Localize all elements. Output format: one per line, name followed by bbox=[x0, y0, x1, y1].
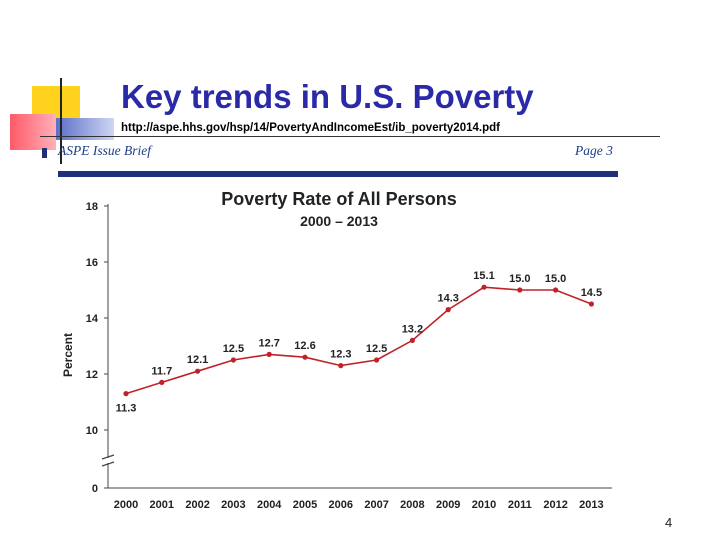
x-tick-label: 2008 bbox=[400, 499, 424, 511]
x-ticks: 2000 2001 2002 2003 2004 2005 2006 2007 2008 2009… bbox=[114, 499, 604, 511]
data-label: 11.3 bbox=[116, 403, 137, 415]
x-tick-label: 2003 bbox=[221, 499, 245, 511]
data-point bbox=[481, 284, 487, 290]
data-label: 12.1 bbox=[187, 354, 208, 366]
document-header-right: Page 3 bbox=[575, 143, 613, 158]
x-tick-label: 2012 bbox=[543, 499, 567, 511]
x-tick-label: 2004 bbox=[257, 499, 282, 511]
data-label: 12.5 bbox=[366, 343, 387, 355]
decor-vertical-line bbox=[60, 78, 62, 164]
data-point bbox=[195, 368, 201, 374]
data-point bbox=[266, 351, 272, 357]
y-ticks: 0 10 12 14 16 18 bbox=[86, 201, 108, 495]
y-tick-label: 14 bbox=[86, 313, 99, 325]
y-tick-label: 0 bbox=[92, 483, 98, 495]
x-tick-label: 2001 bbox=[150, 499, 174, 511]
data-point bbox=[302, 354, 308, 360]
decor-small-block bbox=[42, 148, 47, 158]
data-point bbox=[517, 287, 523, 293]
data-label: 15.0 bbox=[509, 273, 530, 285]
x-tick-label: 2009 bbox=[436, 499, 460, 511]
decor-blue-square bbox=[56, 118, 114, 140]
document-header-left: ASPE Issue Brief bbox=[58, 143, 151, 158]
axis-break-mark bbox=[101, 461, 115, 467]
axis-break-mark bbox=[101, 454, 115, 460]
data-point bbox=[374, 357, 380, 363]
data-point bbox=[159, 379, 165, 385]
data-label: 15.0 bbox=[545, 273, 566, 285]
source-url[interactable]: http://aspe.hhs.gov/hsp/14/PovertyAndInc… bbox=[121, 122, 500, 134]
data-label: 12.7 bbox=[258, 337, 279, 349]
data-label: 14.3 bbox=[437, 293, 458, 305]
decor-horizontal-line bbox=[40, 136, 660, 137]
x-tick-label: 2011 bbox=[508, 499, 532, 511]
data-point bbox=[588, 301, 595, 307]
data-label: 11.7 bbox=[151, 365, 172, 377]
document-header-rule bbox=[58, 171, 618, 177]
x-tick-label: 2000 bbox=[114, 499, 138, 511]
y-tick-label: 12 bbox=[86, 369, 98, 381]
x-tick-label: 2002 bbox=[185, 499, 209, 511]
chart-title: Poverty Rate of All Persons bbox=[221, 189, 456, 209]
decor-pink-square bbox=[10, 114, 56, 150]
data-points bbox=[123, 284, 595, 397]
data-label: 12.6 bbox=[294, 340, 315, 352]
y-tick-label: 10 bbox=[86, 425, 98, 437]
data-point bbox=[123, 391, 129, 397]
y-tick-label: 16 bbox=[86, 257, 98, 269]
x-tick-label: 2006 bbox=[329, 499, 353, 511]
data-label: 15.1 bbox=[473, 270, 494, 282]
chart-subtitle: 2000 – 2013 bbox=[300, 213, 378, 229]
data-point bbox=[409, 337, 415, 343]
data-labels: 11.3 11.7 12.1 12.5 12.7 12.6 12.3 12.5 13.2 14.3… bbox=[116, 270, 603, 414]
data-label: 12.5 bbox=[223, 343, 244, 355]
data-point bbox=[445, 307, 451, 313]
series-line bbox=[125, 286, 592, 395]
x-tick-label: 2005 bbox=[293, 499, 317, 511]
slide-number: 4 bbox=[665, 515, 673, 530]
data-label: 13.2 bbox=[402, 323, 423, 335]
y-axis-label: Percent bbox=[61, 333, 75, 377]
data-point bbox=[338, 363, 344, 369]
slide-title: Key trends in U.S. Poverty bbox=[121, 78, 534, 115]
chart-axes bbox=[101, 204, 612, 489]
data-point bbox=[230, 357, 236, 363]
x-tick-label: 2013 bbox=[579, 499, 603, 511]
data-label: 14.5 bbox=[581, 287, 602, 299]
x-tick-label: 2010 bbox=[472, 499, 496, 511]
data-point bbox=[553, 287, 559, 293]
x-tick-label: 2007 bbox=[364, 499, 388, 511]
data-label: 12.3 bbox=[330, 349, 351, 361]
axis-break-gap bbox=[106, 458, 110, 463]
y-tick-label: 18 bbox=[86, 201, 98, 213]
